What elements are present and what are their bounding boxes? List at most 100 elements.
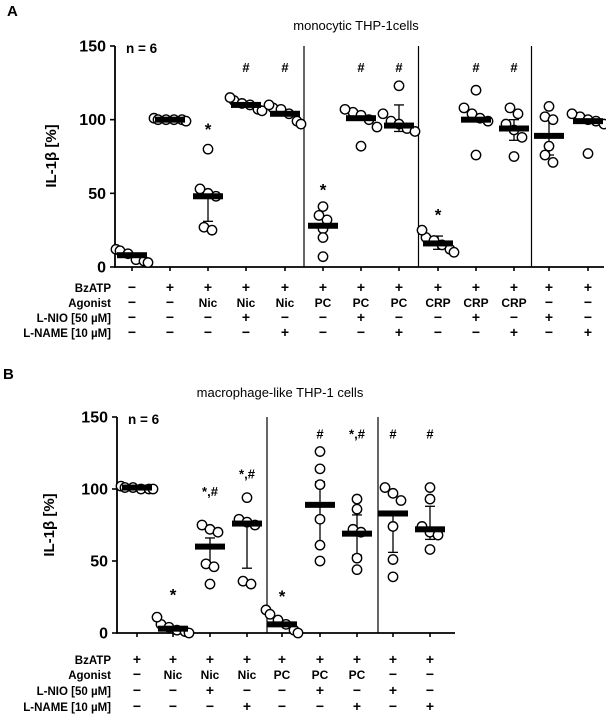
- condition-value: +: [426, 698, 434, 714]
- condition-value: +: [206, 651, 214, 667]
- data-point: [470, 84, 482, 96]
- median-bar: [499, 125, 529, 132]
- data-column: *,#: [195, 484, 225, 590]
- median-bar: [155, 116, 185, 123]
- condition-value: −: [545, 324, 553, 340]
- data-point: [241, 492, 253, 504]
- data-point: [351, 493, 363, 505]
- condition-value: Nic: [164, 668, 183, 682]
- median-bar: [534, 132, 564, 139]
- median-bar: [232, 520, 262, 527]
- condition-value: PC: [349, 668, 366, 682]
- median-bar: [346, 115, 376, 122]
- data-point: [256, 105, 268, 117]
- y-tick-label: 100: [81, 482, 108, 499]
- condition-value: −: [169, 682, 177, 698]
- data-point: [314, 513, 326, 525]
- condition-value: +: [319, 279, 327, 295]
- condition-value: +: [353, 698, 361, 714]
- y-tick-label: 0: [97, 260, 106, 277]
- data-point: [379, 482, 391, 493]
- data-point: [424, 544, 436, 555]
- condition-value: −: [281, 309, 289, 325]
- data-column: #: [499, 60, 529, 162]
- median-bar: [423, 240, 453, 247]
- data-point: [245, 578, 257, 590]
- condition-value: +: [281, 324, 289, 340]
- data-point: [208, 561, 220, 573]
- condition-row-label: L-NAME [10 µM]: [23, 328, 111, 340]
- condition-value: +: [357, 279, 365, 295]
- significance-label: *: [320, 180, 327, 199]
- data-point: [395, 495, 407, 506]
- data-point: [424, 493, 436, 505]
- condition-value: +: [510, 279, 518, 295]
- condition-value: +: [353, 651, 361, 667]
- data-column: [115, 480, 159, 495]
- data-column: #: [224, 60, 268, 117]
- condition-value: Nic: [238, 668, 257, 682]
- condition-value: +: [243, 698, 251, 714]
- condition-value: −: [128, 324, 136, 340]
- condition-value: −: [319, 324, 327, 340]
- y-tick-label: 150: [79, 39, 106, 56]
- condition-value: −: [472, 324, 480, 340]
- data-point: [314, 539, 326, 551]
- condition-value: −: [128, 294, 136, 310]
- condition-value: −: [434, 324, 442, 340]
- data-point: [566, 108, 578, 120]
- condition-value: −: [426, 682, 434, 698]
- significance-label: *,#: [239, 467, 256, 482]
- condition-row-label: L-NIO [50 µM]: [37, 686, 112, 698]
- condition-value: +: [545, 309, 553, 325]
- data-point: [458, 102, 470, 114]
- data-point: [377, 108, 389, 120]
- median-bar: [415, 526, 445, 533]
- condition-value: −: [426, 666, 434, 682]
- data-point: [508, 151, 520, 162]
- data-point: [202, 143, 214, 155]
- significance-label: #: [472, 60, 480, 75]
- data-point: [292, 627, 304, 639]
- condition-value: CRP: [425, 296, 450, 310]
- data-point: [512, 108, 524, 120]
- data-point: [351, 552, 363, 564]
- condition-value: +: [389, 651, 397, 667]
- median-bar: [305, 501, 335, 508]
- panel-b-figure: 0 50 100 150 IL-1β [%] * *,# *,# * # *,# # # BzATP + + +…: [23, 410, 455, 714]
- condition-value: −: [166, 324, 174, 340]
- median-bar: [267, 621, 297, 628]
- condition-value: −: [166, 294, 174, 310]
- data-point: [387, 571, 399, 583]
- condition-value: −: [389, 666, 397, 682]
- condition-value: −: [353, 682, 361, 698]
- condition-value: −: [584, 309, 592, 325]
- condition-row-label: L-NIO [50 µM]: [37, 313, 112, 325]
- data-point: [448, 246, 460, 258]
- significance-label: #: [389, 426, 397, 441]
- condition-value: −: [357, 324, 365, 340]
- data-point: [314, 555, 326, 567]
- data-point: [355, 140, 367, 152]
- condition-value: +: [434, 279, 442, 295]
- median-bar: [378, 510, 408, 517]
- median-bar: [308, 222, 338, 229]
- median-bar: [270, 110, 300, 117]
- condition-value: +: [426, 651, 434, 667]
- data-point: [263, 99, 275, 111]
- condition-value: −: [128, 279, 136, 295]
- condition-value: Nic: [199, 296, 218, 310]
- data-point: [547, 114, 559, 126]
- data-point: [547, 156, 559, 168]
- condition-row-label: Agonist: [68, 670, 111, 682]
- data-column: *: [151, 586, 195, 639]
- data-point: [295, 118, 307, 130]
- condition-value: −: [278, 698, 286, 714]
- condition-value: −: [316, 698, 324, 714]
- condition-value: −: [169, 698, 177, 714]
- data-column: *: [260, 587, 304, 639]
- panel-a-letter: A: [7, 3, 18, 20]
- data-point: [313, 210, 325, 221]
- condition-value: PC: [391, 296, 408, 310]
- condition-value: +: [472, 279, 480, 295]
